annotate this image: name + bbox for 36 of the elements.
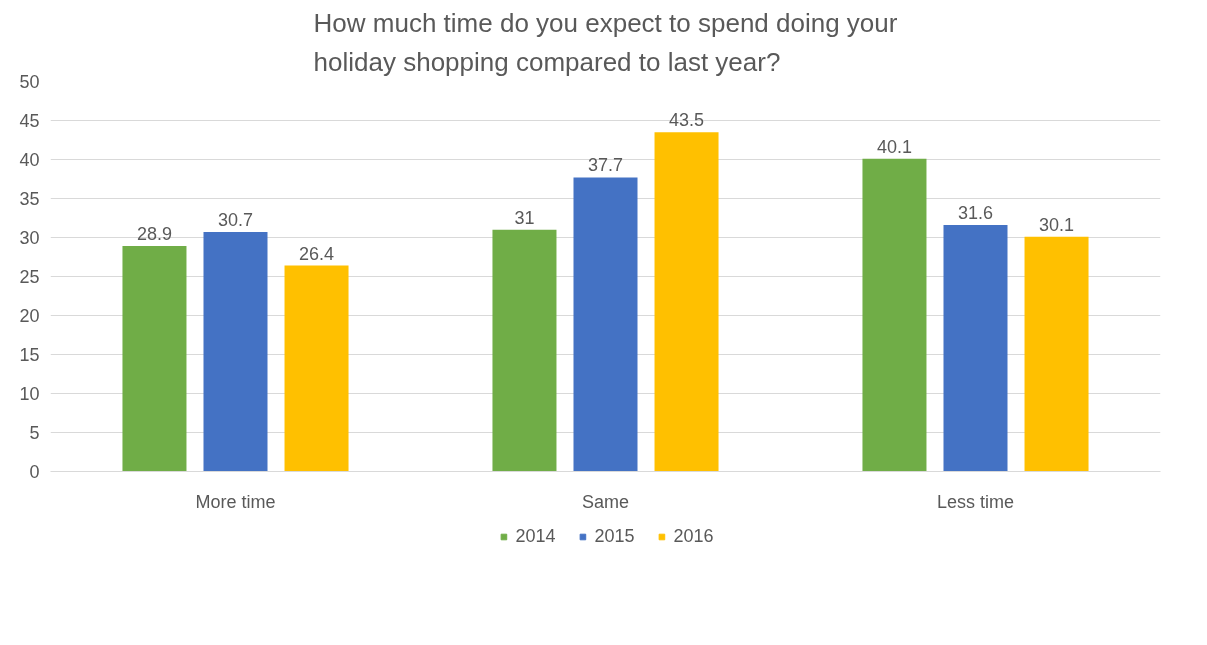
legend-label: 2015 [594, 525, 635, 547]
data-label: 26.4 [299, 243, 335, 264]
y-tick-label: 30 [19, 228, 40, 248]
data-label: 28.9 [136, 224, 172, 245]
y-tick-label: 50 [19, 72, 40, 92]
data-label: 30.7 [217, 210, 254, 231]
bar [654, 132, 719, 472]
x-tick-label: Less time [936, 491, 1015, 512]
legend-label: 2016 [673, 525, 714, 547]
bar [862, 158, 927, 472]
x-tick-label: Same [581, 491, 630, 512]
y-tick-label: 20 [19, 306, 40, 326]
data-label: 43.5 [669, 110, 705, 131]
y-tick-label: 35 [19, 189, 40, 209]
data-label: 40.1 [876, 136, 912, 157]
bar [492, 229, 557, 472]
y-tick-label: 25 [19, 267, 40, 287]
data-label: 30.1 [1039, 214, 1075, 235]
data-label: 31 [514, 207, 535, 228]
chart-title: How much time do you expect to spend doing your holiday shopping compared to last year? [313, 7, 898, 77]
bar [284, 265, 349, 472]
y-tick-label: 45 [19, 111, 40, 131]
data-label: 31.6 [957, 203, 994, 224]
bar [122, 246, 187, 472]
y-tick-label: 10 [19, 384, 40, 404]
y-tick-label: 0 [29, 462, 40, 482]
y-tick-label: 5 [29, 423, 40, 443]
bar [943, 225, 1008, 472]
y-tick-label: 15 [19, 345, 40, 365]
legend-label: 2014 [515, 525, 556, 547]
bar [573, 177, 638, 472]
bar [203, 232, 268, 472]
x-tick-label: More time [195, 491, 276, 512]
y-tick-label: 40 [19, 150, 40, 170]
bar [1024, 236, 1089, 472]
data-label: 37.7 [587, 155, 624, 176]
